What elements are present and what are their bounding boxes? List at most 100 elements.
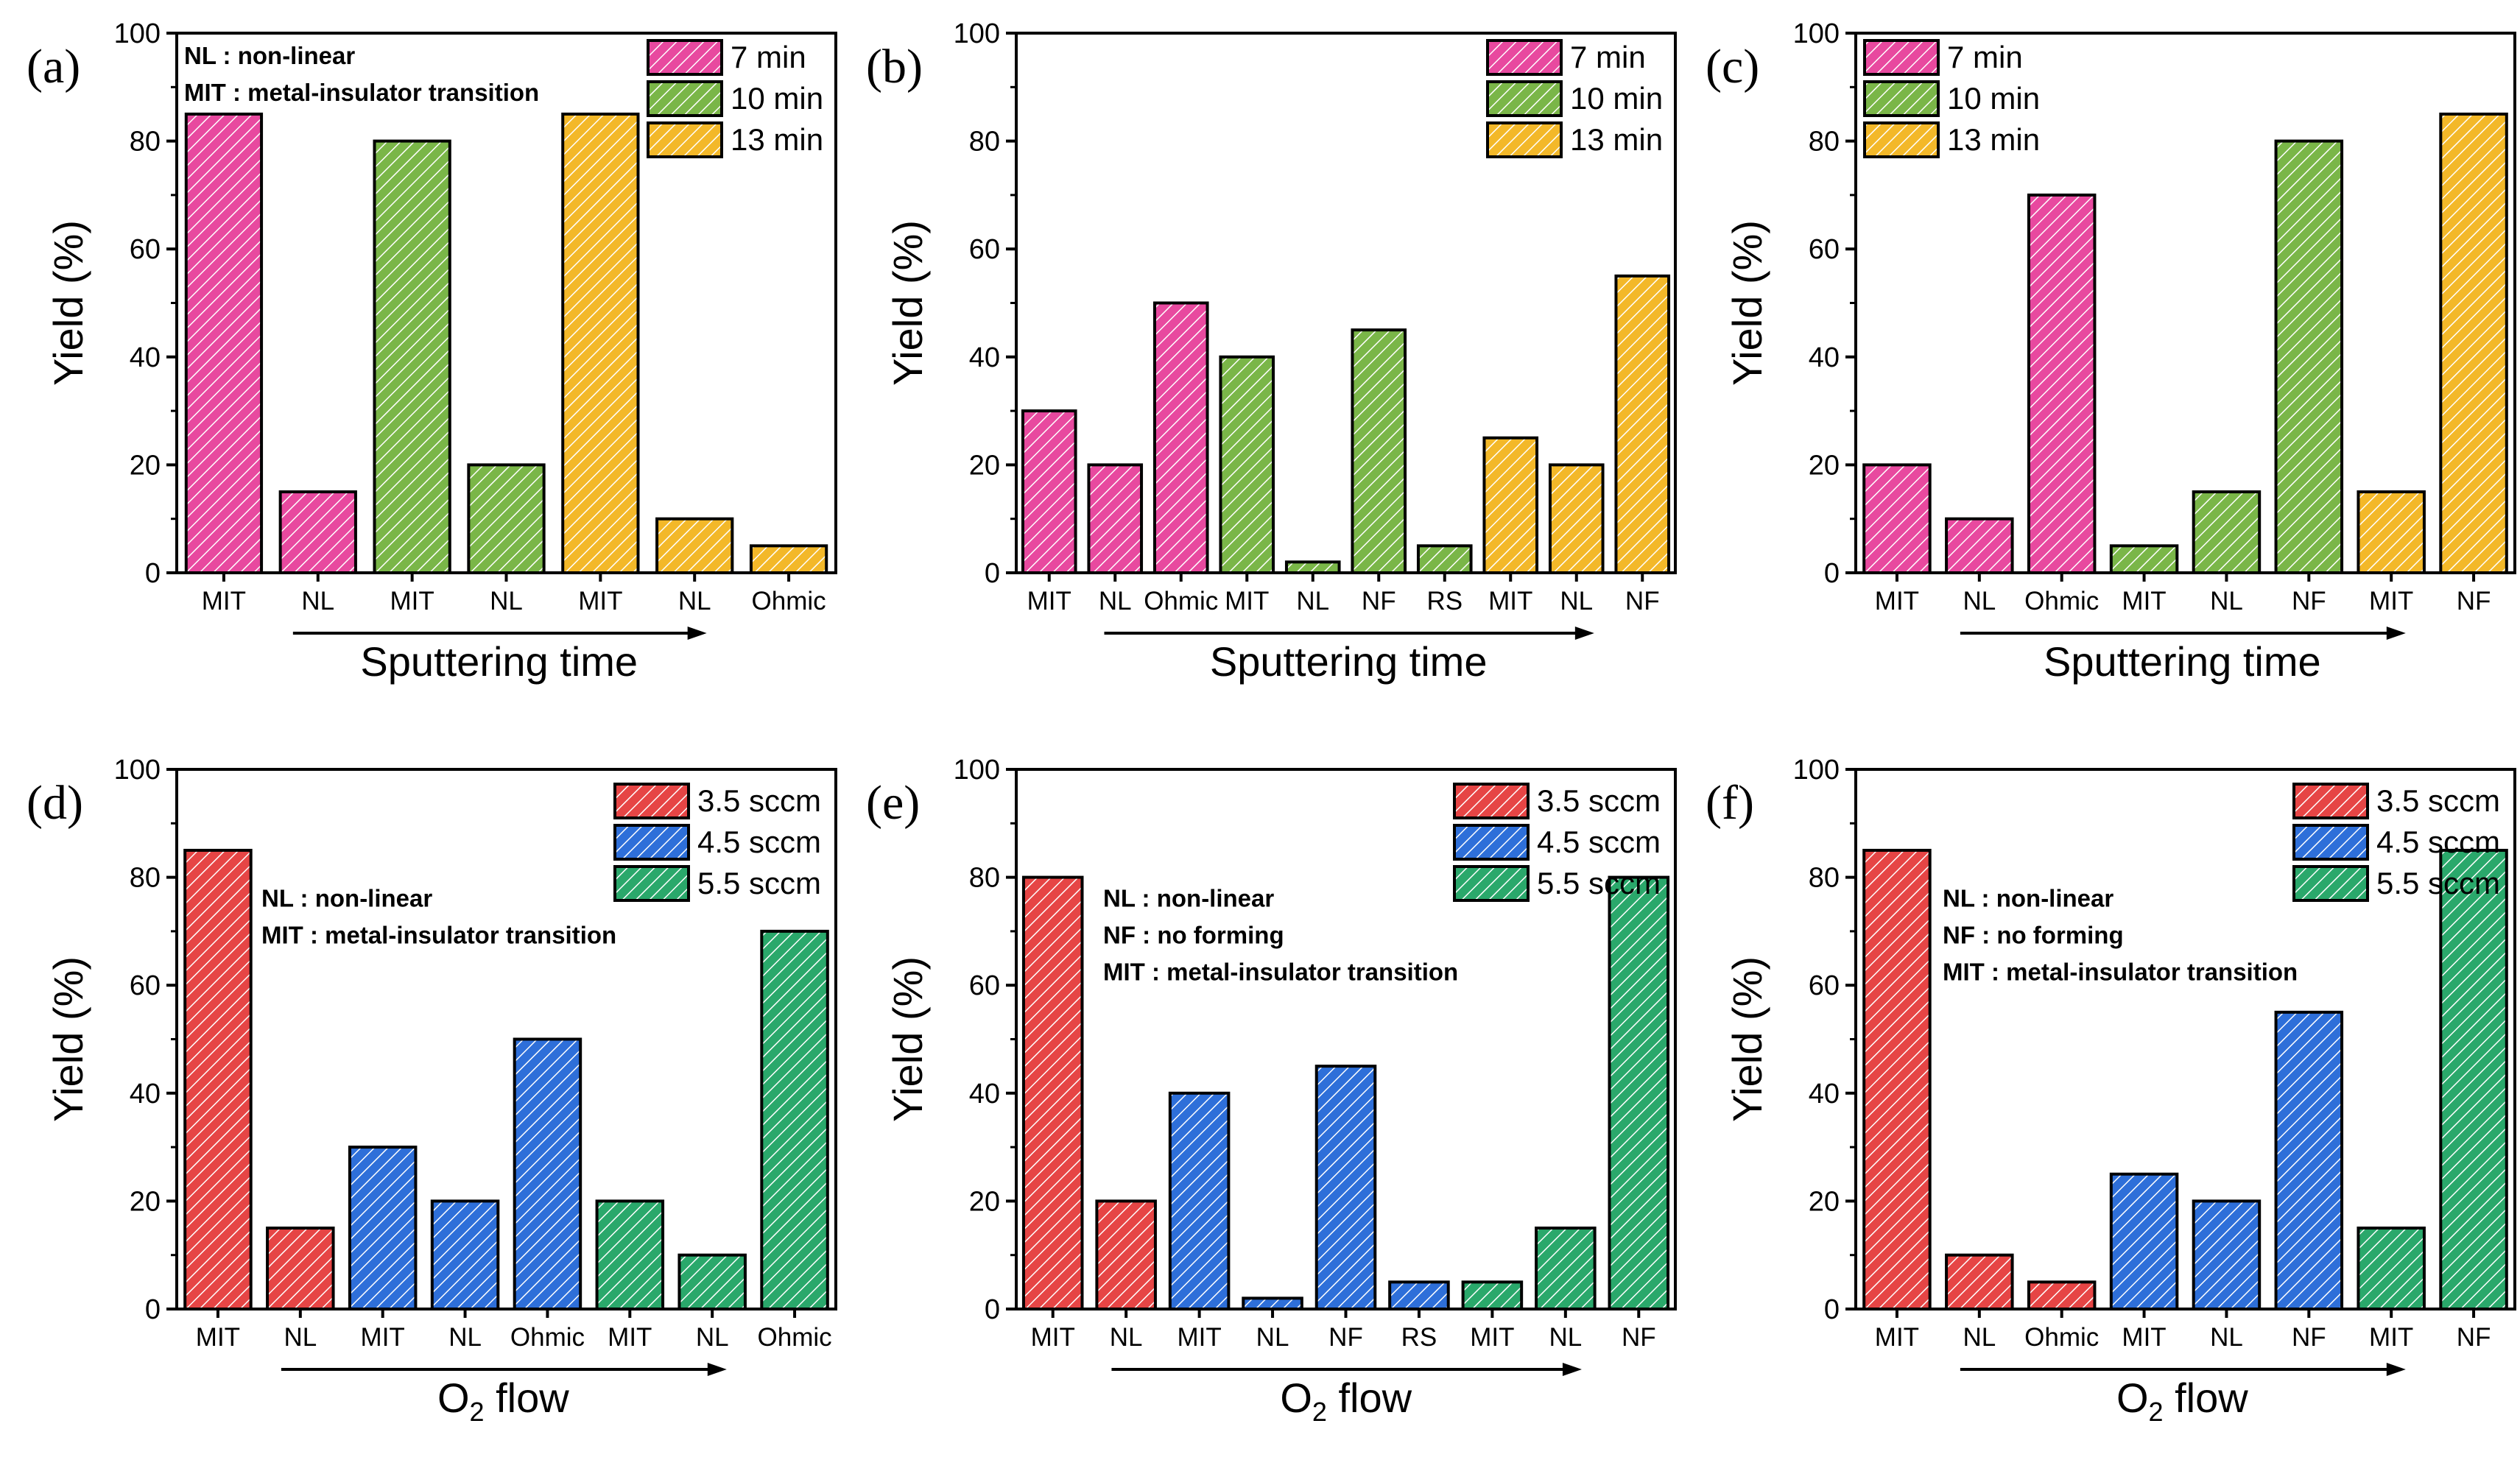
- panel-a: 0 20 40 60 80 100 Yield (%) (a) MIT NL MIT NL MIT NL O…: [0, 0, 840, 707]
- legend-swatch: [1486, 39, 1563, 76]
- x-category-label: MIT: [2122, 587, 2166, 615]
- bar: [1461, 1280, 1524, 1310]
- x-category-label: MIT: [1875, 1323, 1919, 1352]
- legend-label: 7 min: [1947, 40, 2023, 74]
- legend-swatch: [2292, 824, 2369, 861]
- x-category-label: NF: [2457, 1323, 2491, 1352]
- y-tick-label: 80: [130, 863, 161, 894]
- bar: [1021, 875, 1084, 1311]
- bar: [1614, 274, 1671, 574]
- bar: [1548, 463, 1605, 575]
- x-category-label: MIT: [1875, 587, 1919, 615]
- axis-arrow-head: [2386, 1363, 2406, 1376]
- annotation-text: MIT : metal-insulator transition: [261, 922, 616, 949]
- y-tick-label: 40: [130, 342, 161, 373]
- bar: [2192, 1199, 2262, 1311]
- x-category-label: Ohmic: [510, 1323, 585, 1352]
- x-category-label: NF: [1328, 1323, 1363, 1352]
- y-tick-label: 0: [145, 1294, 161, 1325]
- annotation-text: NL : non-linear: [1943, 885, 2114, 912]
- chart-svg: 0 20 40 60 80 100 Yield (%) (c) MIT NL Ohmic MIT NL N…: [1706, 18, 2516, 685]
- bar: [1608, 875, 1670, 1311]
- bar: [1388, 1280, 1450, 1310]
- x-category-label: NL: [696, 1323, 729, 1352]
- legend-swatch: [647, 121, 723, 158]
- y-tick-label: 80: [1809, 863, 1840, 894]
- legend-swatch: [2292, 865, 2369, 902]
- bar: [184, 112, 264, 574]
- x-category-label: NL: [284, 1323, 317, 1352]
- x-category-label: NF: [1625, 587, 1660, 615]
- y-tick-label: 40: [1809, 342, 1840, 373]
- legend-swatch: [1863, 121, 1940, 158]
- bar: [266, 1227, 335, 1310]
- panel-f: 0 20 40 60 80 100 Yield (%) (f) MIT NL Ohmic MIT NL N…: [1679, 736, 2519, 1443]
- legend-label: 13 min: [1570, 122, 1663, 157]
- x-category-label: NF: [2292, 1323, 2326, 1352]
- y-tick-label: 20: [969, 450, 1000, 481]
- y-axis-label: Yield (%): [1724, 956, 1770, 1122]
- y-axis-label: Yield (%): [45, 956, 91, 1122]
- bar: [183, 848, 253, 1310]
- axis-arrow-head: [1562, 1363, 1582, 1376]
- legend-swatch: [613, 824, 690, 861]
- bar: [348, 1146, 418, 1310]
- y-tick-label: 60: [1809, 970, 1840, 1001]
- legend-swatch: [1863, 39, 1940, 76]
- y-tick-label: 80: [130, 127, 161, 158]
- y-tick-label: 100: [1793, 18, 1840, 49]
- x-category-label: NL: [1549, 1323, 1582, 1352]
- x-category-label: MIT: [1488, 587, 1532, 615]
- y-tick-label: 100: [114, 755, 161, 786]
- annotation-text: NL : non-linear: [1103, 885, 1274, 912]
- legend-label: 3.5 sccm: [697, 783, 821, 818]
- bar: [1021, 409, 1077, 574]
- bar: [2439, 848, 2508, 1310]
- y-tick-label: 100: [954, 18, 1000, 49]
- axis-arrow-head: [2386, 627, 2406, 640]
- annotation-text: MIT : metal-insulator transition: [184, 79, 539, 106]
- bar: [677, 1253, 747, 1311]
- panel-label: (d): [27, 776, 83, 830]
- x-category-label: MIT: [578, 587, 622, 615]
- x-category-label: Ohmic: [752, 587, 826, 615]
- bar: [1862, 848, 1932, 1310]
- y-tick-label: 0: [985, 558, 1000, 589]
- bar: [1535, 1227, 1597, 1310]
- axis-arrow-head: [707, 1363, 727, 1376]
- x-category-label: Ohmic: [1144, 587, 1218, 615]
- x-category-label: NL: [1963, 587, 1996, 615]
- bar: [1862, 463, 1932, 575]
- x-category-label: NL: [301, 587, 334, 615]
- bar: [373, 139, 451, 575]
- legend-label: 10 min: [731, 81, 823, 116]
- bar: [1087, 463, 1144, 575]
- y-tick-label: 0: [145, 558, 161, 589]
- x-category-label: NF: [2292, 587, 2326, 615]
- x-category-label: MIT: [2122, 1323, 2166, 1352]
- annotation-text: NL : non-linear: [261, 885, 432, 912]
- legend-label: 10 min: [1570, 81, 1663, 116]
- x-category-label: NL: [1110, 1323, 1143, 1352]
- bar: [2439, 112, 2508, 574]
- bar: [2357, 490, 2426, 574]
- x-axis-label: O2 flow: [437, 1375, 569, 1427]
- legend-label: 13 min: [1947, 122, 2040, 157]
- panel-label: (c): [1706, 40, 1759, 94]
- x-category-label: NL: [2210, 587, 2243, 615]
- panel-b: 0 20 40 60 80 100 Yield (%) (b) MIT NL Ohmic MIT NL N…: [840, 0, 1679, 707]
- y-axis-label: Yield (%): [884, 956, 931, 1122]
- x-category-label: MIT: [1031, 1323, 1075, 1352]
- panel-d: 0 20 40 60 80 100 Yield (%) (d) MIT NL MIT NL Ohmic M…: [0, 736, 840, 1443]
- panel-e: 0 20 40 60 80 100 Yield (%) (e) MIT NL MIT NL NF RS MI…: [840, 736, 1679, 1443]
- bar: [2274, 1010, 2344, 1310]
- x-category-label: NL: [1963, 1323, 1996, 1352]
- chart-svg: 0 20 40 60 80 100 Yield (%) (f) MIT NL Ohmic MIT NL N…: [1706, 755, 2516, 1427]
- x-category-label: NL: [2210, 1323, 2243, 1352]
- axis-arrow-head: [1574, 627, 1594, 640]
- legend-label: 10 min: [1947, 81, 2040, 116]
- legend-swatch: [1453, 824, 1530, 861]
- y-tick-label: 60: [130, 234, 161, 265]
- y-axis-label: Yield (%): [1724, 220, 1770, 386]
